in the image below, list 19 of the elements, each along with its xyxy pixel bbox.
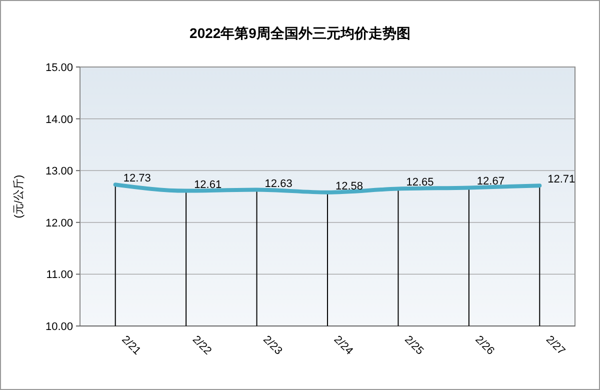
data-label: 12.73 (123, 172, 151, 185)
data-label: 12.61 (194, 178, 222, 191)
data-label: 12.65 (406, 176, 434, 189)
y-tick-label: 10.00 (45, 321, 73, 333)
data-label: 12.67 (476, 176, 504, 188)
data-label: 12.63 (264, 178, 292, 190)
x-tick-label: 2/26 (472, 334, 496, 358)
y-tick-label: 14.00 (45, 114, 73, 126)
x-tick-label: 2/25 (402, 334, 426, 358)
y-tick-label: 12.00 (45, 217, 73, 230)
y-tick-label: 13.00 (45, 166, 73, 178)
y-tick-label: 11.00 (46, 269, 73, 282)
x-tick-label: 2/23 (260, 334, 284, 358)
data-label: 12.71 (548, 174, 576, 186)
y-axis-title: (元/公斤) (12, 174, 25, 218)
data-label: 12.58 (336, 180, 364, 192)
x-tick-label: 2/27 (544, 334, 568, 358)
chart-title: 2022年第9周全国外三元均价走势图 (190, 25, 410, 41)
y-tick-label: 15.00 (45, 62, 73, 74)
